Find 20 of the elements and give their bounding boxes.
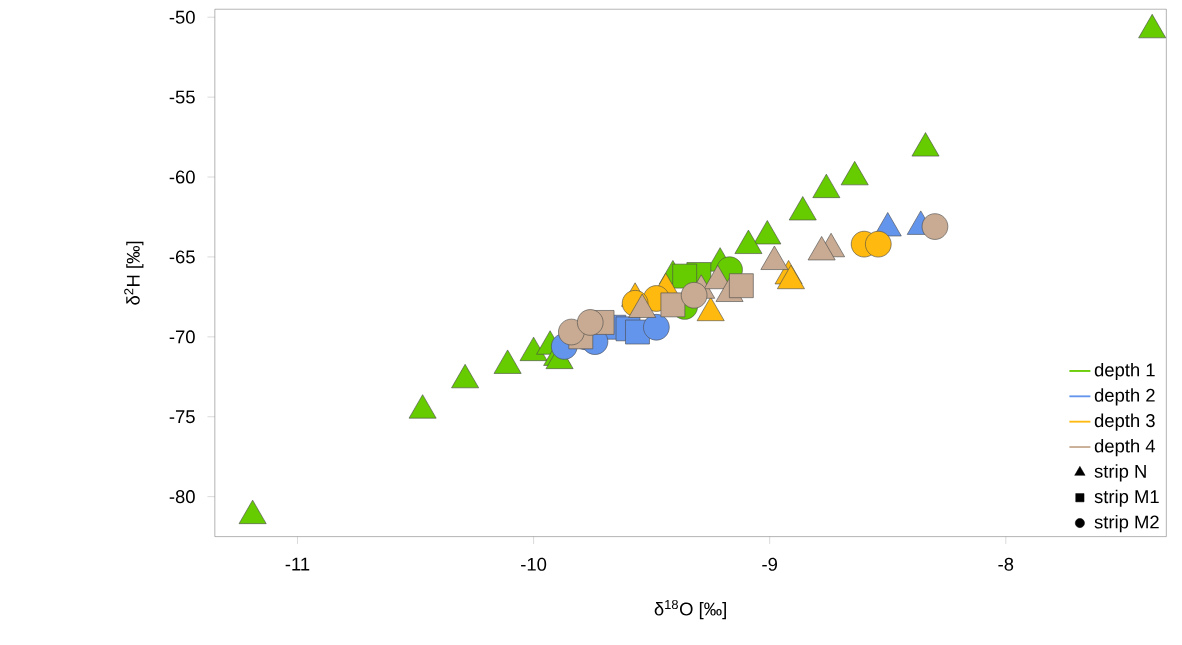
legend-label: strip N [1094,464,1146,482]
x-tick-label: -10 [521,557,547,571]
y-tick-label: -50 [169,10,195,24]
legend-label: depth 1 [1094,362,1155,380]
legend-label: strip M1 [1094,489,1159,507]
y-tick-label: -55 [169,90,195,104]
y-axis-title: δ$^{2}$H [‰] [124,241,144,305]
y-tick-label: -80 [169,489,195,503]
x-tick-label: -11 [285,557,310,571]
y-tick-label: -75 [169,410,195,423]
x-axis-title: δ$^{18}$O [‰] [654,599,726,619]
y-tick-label: -60 [169,170,195,184]
x-tick-label: -9 [762,557,777,571]
legend-label: depth 4 [1094,438,1156,456]
legend-label: strip M2 [1094,514,1159,532]
y-tick-label: -65 [169,250,195,264]
y-tick-label: -70 [169,330,195,344]
x-tick-label: -8 [998,557,1014,571]
legend-label: depth 2 [1094,388,1155,406]
legend-label: depth 3 [1094,413,1155,431]
